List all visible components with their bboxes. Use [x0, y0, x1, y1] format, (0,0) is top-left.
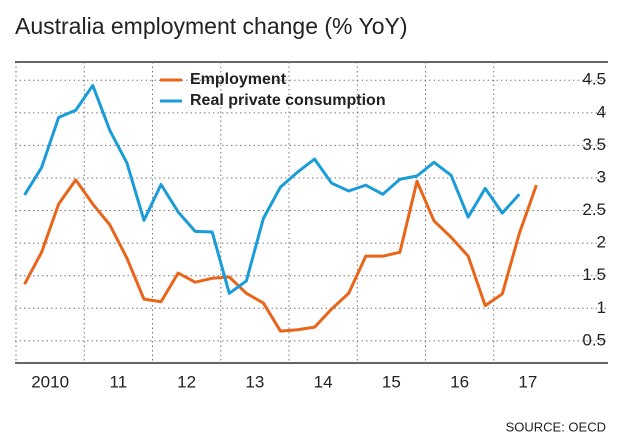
y-tick-label: 4: [597, 102, 606, 121]
y-tick-label: 4.5: [582, 70, 606, 89]
y-tick-label: 1.5: [582, 265, 606, 284]
x-tick-label: 17: [518, 372, 537, 391]
series-line: [23, 178, 538, 333]
y-tick-label: 1: [597, 298, 606, 317]
x-tick-label: 2010: [31, 372, 69, 391]
legend-label: Employment: [190, 71, 287, 88]
x-tick-label: 16: [450, 372, 469, 391]
x-tick-label: 14: [314, 372, 333, 391]
series-line: [23, 83, 521, 295]
y-tick-label: 0.5: [582, 330, 606, 349]
y-tick-label: 3: [597, 167, 606, 186]
x-tick-label: 15: [382, 372, 401, 391]
y-tick-label: 3.5: [582, 135, 606, 154]
chart-title: Australia employment change (% YoY): [15, 13, 408, 39]
x-tick-label: 12: [177, 372, 196, 391]
y-tick-label: 2.5: [582, 200, 606, 219]
x-tick-label: 13: [245, 372, 264, 391]
x-tick-label: 11: [110, 372, 128, 391]
source: SOURCE: OECD: [506, 419, 606, 434]
legend-label: Real private consumption: [190, 92, 386, 109]
y-tick-label: 2: [597, 233, 606, 252]
